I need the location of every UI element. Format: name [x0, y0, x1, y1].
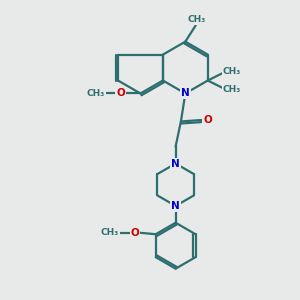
Text: CH₃: CH₃ [87, 89, 105, 98]
Text: CH₃: CH₃ [188, 15, 206, 24]
Text: O: O [203, 115, 212, 125]
Text: N: N [181, 88, 190, 98]
Text: O: O [116, 88, 125, 98]
Text: O: O [131, 228, 140, 238]
Text: CH₃: CH₃ [223, 85, 241, 94]
Text: N: N [171, 201, 180, 211]
Text: CH₃: CH₃ [223, 67, 241, 76]
Text: N: N [171, 158, 180, 169]
Text: CH₃: CH₃ [101, 228, 119, 237]
